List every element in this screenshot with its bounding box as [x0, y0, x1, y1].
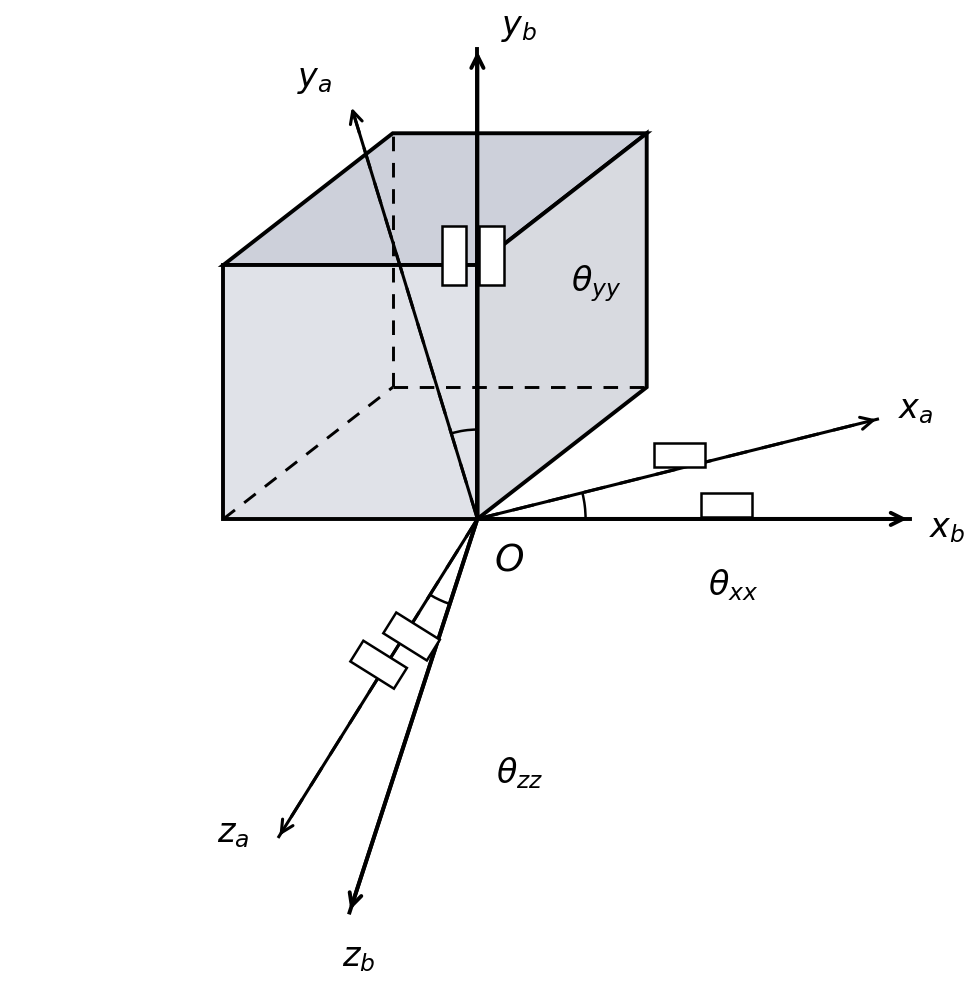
Bar [442, 226, 467, 285]
Text: $y_a$: $y_a$ [297, 63, 332, 95]
Text: $z_a$: $z_a$ [218, 817, 250, 850]
Text: $y_b$: $y_b$ [501, 11, 537, 44]
Polygon shape [477, 133, 647, 519]
Bar [654, 443, 706, 467]
Bar [350, 641, 407, 689]
Text: $\theta_{xx}$: $\theta_{xx}$ [708, 567, 758, 602]
Text: $x_a$: $x_a$ [898, 393, 933, 426]
Text: $\theta_{yy}$: $\theta_{yy}$ [572, 264, 622, 304]
Text: $x_b$: $x_b$ [929, 512, 965, 545]
Text: $O$: $O$ [494, 542, 524, 579]
Polygon shape [224, 133, 647, 265]
Text: $\theta_{zz}$: $\theta_{zz}$ [496, 755, 544, 791]
Bar [479, 226, 504, 285]
Bar [384, 612, 440, 660]
Bar [701, 493, 752, 517]
Polygon shape [224, 265, 477, 519]
Text: $z_b$: $z_b$ [343, 941, 376, 974]
